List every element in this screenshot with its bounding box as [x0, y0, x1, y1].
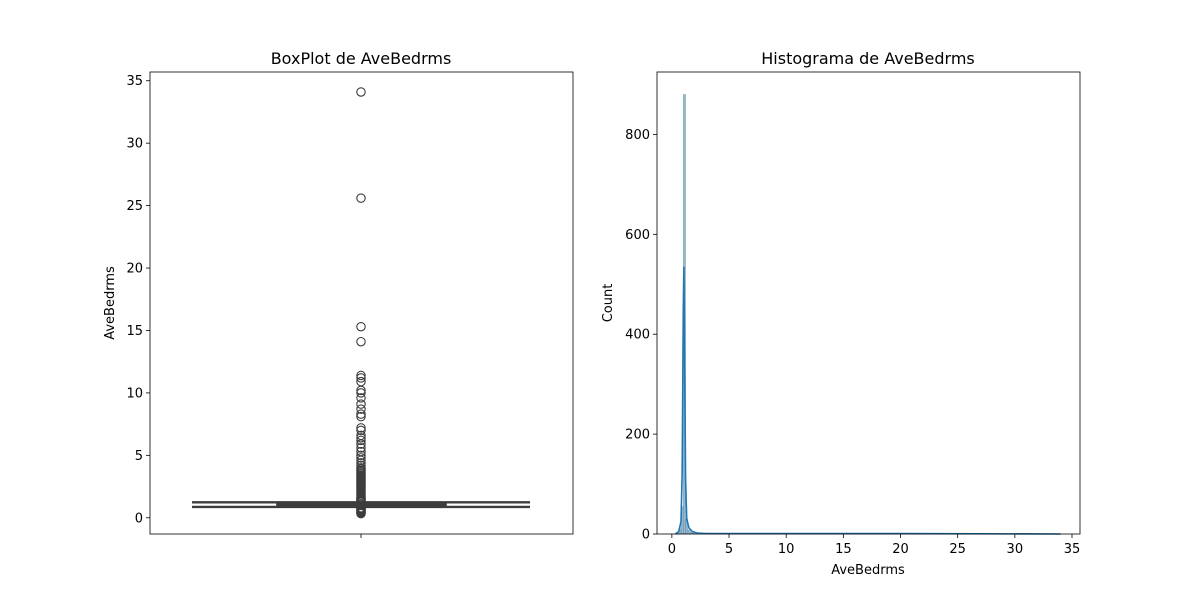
- histogram-x-ticks: 0 5 10 15 20 25 30 35: [668, 534, 1081, 557]
- boxplot-outlier-point: [356, 321, 366, 332]
- boxplot-y-tick-label: 15: [126, 324, 143, 339]
- histogram-x-tick-label: 0: [668, 542, 676, 557]
- boxplot-body: [192, 501, 530, 509]
- histogram-kde-line: [674, 266, 1061, 535]
- histogram-x-tick-label: 10: [778, 542, 795, 557]
- boxplot-outlier-point: [356, 370, 366, 381]
- boxplot-outlier-point: [356, 423, 366, 433]
- boxplot-frame: [149, 71, 574, 535]
- boxplot-title: BoxPlot de AveBedrms: [271, 49, 452, 68]
- boxplot-outlier-point: [356, 430, 366, 441]
- boxplot-y-tick-label: 30: [126, 137, 143, 152]
- boxplot-outlier-point: [356, 446, 366, 457]
- boxplot-outlier-point: [356, 450, 366, 461]
- histogram-x-axis-label: AveBedrms: [831, 563, 905, 578]
- boxplot-outlier-point: [356, 373, 366, 383]
- boxplot-outlier-point: [356, 433, 366, 443]
- histogram-x-tick-label: 25: [949, 542, 966, 557]
- histogram-x-tick-label: 15: [835, 542, 852, 557]
- boxplot-outlier-point: [356, 463, 366, 473]
- boxplot-y-tick-label: 5: [135, 449, 143, 464]
- boxplot-outlier-point: [356, 409, 366, 419]
- boxplot-outlier-point: [356, 393, 366, 403]
- histogram-y-tick-label: 0: [642, 528, 650, 543]
- boxplot-outlier-point: [356, 388, 366, 398]
- boxplot-y-tick-label: 20: [126, 262, 143, 277]
- boxplot-y-tick-label: 0: [135, 511, 143, 526]
- histogram-y-axis-label: Count: [601, 284, 616, 323]
- boxplot-y-axis-label: AveBedrms: [103, 266, 118, 340]
- boxplot-outlier-point: [356, 193, 366, 203]
- boxplot-outlier-point: [356, 376, 366, 387]
- histogram-y-tick-label: 200: [625, 428, 650, 443]
- boxplot-outlier-point: [356, 399, 366, 409]
- histogram-frame: [656, 71, 1081, 535]
- histogram-x-tick-label: 5: [725, 542, 733, 557]
- histogram-bar: [687, 529, 691, 535]
- boxplot-outlier-point: [356, 453, 366, 463]
- boxplot-outlier-point: [356, 435, 366, 446]
- boxplot-outlier-point: [356, 336, 366, 347]
- boxplot-panel: BoxPlot de AveBedrms AveBedrms 0 5 10 15 20 2…: [103, 49, 574, 538]
- boxplot-outlier-point: [356, 460, 366, 471]
- boxplot-outlier-point: [356, 87, 366, 97]
- histogram-y-tick-label: 400: [625, 328, 650, 343]
- boxplot-y-tick-label: 25: [126, 199, 143, 214]
- histogram-x-tick-label: 35: [1064, 542, 1081, 557]
- histogram-x-tick-label: 30: [1007, 542, 1024, 557]
- boxplot-outlier-point: [356, 411, 366, 422]
- histogram-y-tick-label: 800: [625, 128, 650, 143]
- boxplot-outlier-point: [356, 425, 366, 436]
- histogram-x-tick-label: 20: [892, 542, 909, 557]
- histogram-title: Histograma de AveBedrms: [761, 49, 975, 68]
- boxplot-outlier-point: [356, 404, 366, 414]
- boxplot-y-tick-label: 35: [126, 74, 143, 89]
- histogram-panel: Histograma de AveBedrms Count AveBedrms …: [601, 49, 1081, 578]
- boxplot-y-ticks: 0 5 10 15 20 25 30 35: [126, 74, 150, 526]
- boxplot-outlier-point: [356, 443, 366, 453]
- boxplot-outlier-point: [356, 458, 366, 468]
- histogram-y-tick-label: 600: [625, 228, 650, 243]
- boxplot-y-tick-label: 10: [126, 386, 143, 401]
- histogram-y-ticks: 0 200 400 600 800: [625, 128, 657, 543]
